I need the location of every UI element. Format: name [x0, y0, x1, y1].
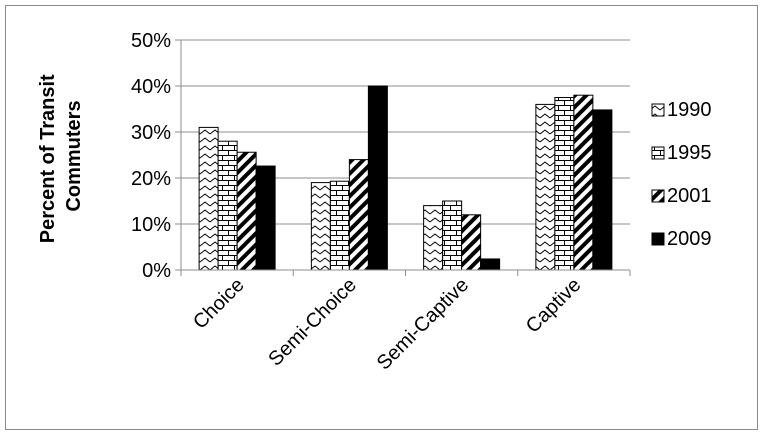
y-tick-label-30: 30%: [131, 122, 171, 144]
y-axis-label: Percent of Transit Commuters: [37, 69, 85, 244]
bar-semi-captive-1995: [442, 200, 463, 271]
y-tick-label-0: 0%: [142, 260, 171, 282]
bar-choice-1995: [217, 140, 238, 271]
bar-semi-choice-1990: [310, 182, 331, 271]
legend-label-1990: 1990: [667, 99, 712, 121]
y-axis-label-line-1: Percent of Transit: [37, 74, 59, 243]
y-axis-label-line-2: Commuters: [63, 100, 85, 211]
legend-swatch-1990: [651, 103, 665, 117]
y-tick-label-50: 50%: [131, 30, 171, 52]
y-tick-labels: 0% 10% 20% 30% 40% 50%: [131, 30, 171, 282]
axes: [175, 39, 631, 276]
y-tick-label-40: 40%: [131, 76, 171, 98]
bar-semi-choice-2009: [367, 85, 388, 271]
category-labels: Choice Semi-Choice Semi-Captive Captive: [189, 274, 585, 374]
bar-semi-captive-1990: [423, 205, 444, 271]
category-label-semi-choice: Semi-Choice: [264, 274, 361, 371]
bar-captive-2001: [573, 94, 594, 271]
bar-choice-2009: [255, 165, 276, 271]
bar-semi-captive-2001: [461, 214, 482, 271]
y-tick-label-10: 10%: [131, 214, 171, 236]
bar-choice-2001: [236, 151, 257, 271]
bar-captive-2009: [592, 109, 613, 271]
category-label-semi-captive: Semi-Captive: [373, 274, 473, 374]
legend-label-1995: 1995: [667, 142, 712, 164]
legend: 1990 1995 2001 2009: [651, 99, 712, 250]
legend-swatch-2009: [651, 232, 665, 246]
legend-swatch-1995: [651, 146, 665, 160]
legend-swatch-2001: [651, 189, 665, 203]
legend-label-2009: 2009: [667, 228, 712, 250]
bar-semi-choice-1995: [329, 180, 350, 271]
bar-semi-choice-2001: [348, 159, 369, 271]
legend-label-2001: 2001: [667, 185, 712, 207]
bar-captive-1995: [554, 97, 575, 271]
category-label-captive: Captive: [522, 274, 586, 338]
category-label-choice: Choice: [189, 274, 249, 334]
bar-choice-1990: [198, 126, 219, 271]
bar-captive-1990: [535, 103, 556, 271]
y-tick-label-20: 20%: [131, 168, 171, 190]
bars: [198, 85, 613, 271]
bar-semi-captive-2009: [480, 258, 501, 271]
